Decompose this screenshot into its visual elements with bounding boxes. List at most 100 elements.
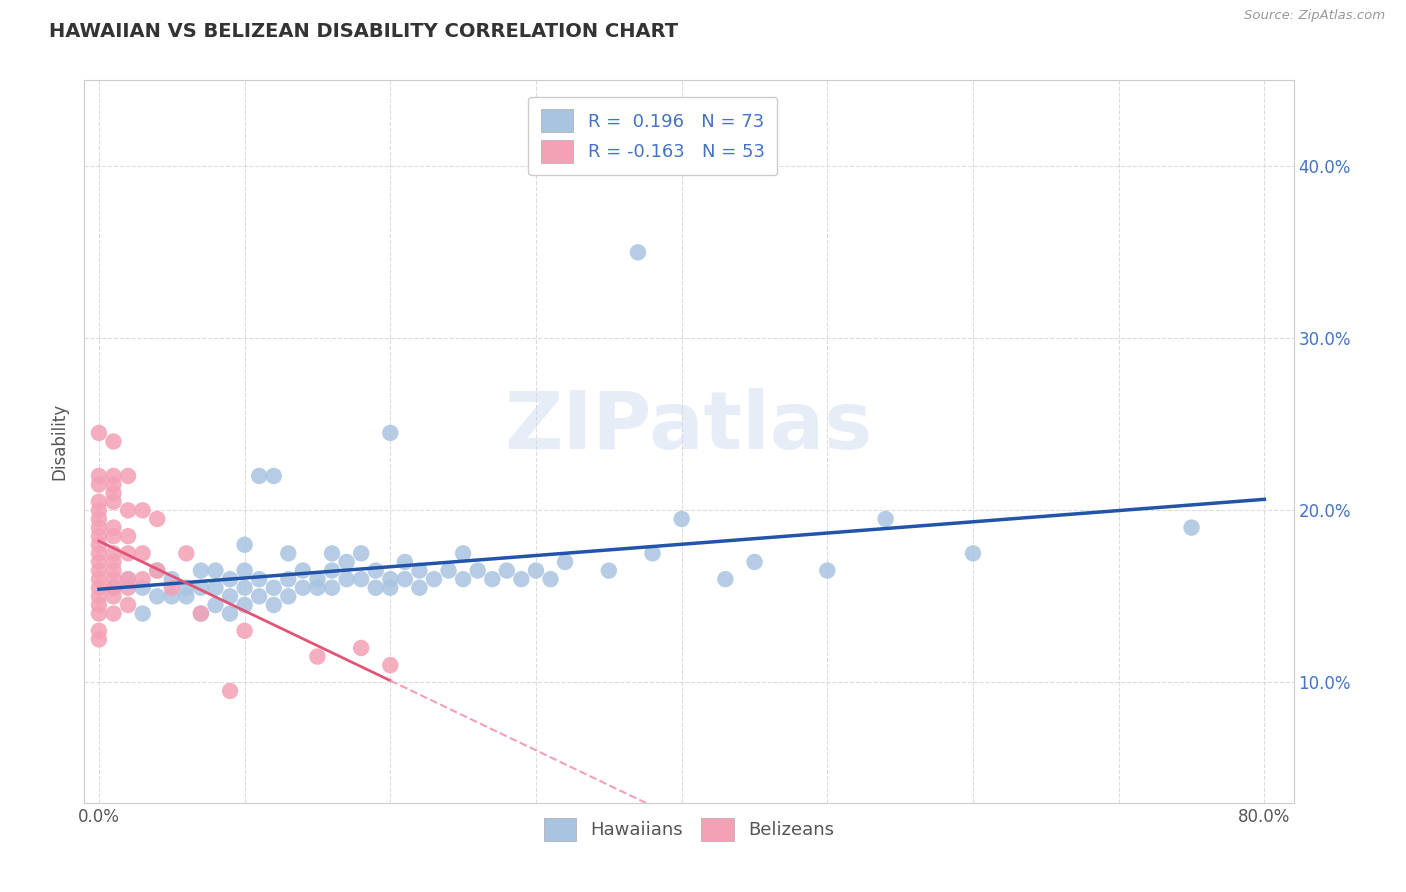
Point [146, 512, 169, 526]
Point [321, 546, 343, 560]
Point [277, 572, 299, 586]
Point [176, 546, 198, 560]
Text: ZIPatlas: ZIPatlas [505, 388, 873, 467]
Point [1180, 520, 1202, 534]
Point [87, 477, 110, 491]
Point [87, 425, 110, 440]
Point [87, 546, 110, 560]
Point [408, 581, 430, 595]
Point [131, 581, 153, 595]
Point [451, 572, 474, 586]
Point [103, 529, 125, 543]
Point [103, 520, 125, 534]
Point [336, 572, 359, 586]
Point [671, 512, 693, 526]
Point [247, 572, 270, 586]
Point [627, 245, 650, 260]
Point [160, 572, 183, 586]
Point [263, 469, 285, 483]
Point [233, 581, 256, 595]
Point [117, 572, 139, 586]
Point [103, 555, 125, 569]
Point [598, 564, 620, 578]
Point [394, 572, 416, 586]
Point [467, 564, 489, 578]
Point [190, 581, 212, 595]
Point [233, 538, 256, 552]
Point [117, 572, 139, 586]
Point [87, 564, 110, 578]
Text: HAWAIIAN VS BELIZEAN DISABILITY CORRELATION CHART: HAWAIIAN VS BELIZEAN DISABILITY CORRELAT… [49, 22, 678, 41]
Point [204, 581, 226, 595]
Point [380, 581, 402, 595]
Point [641, 546, 664, 560]
Point [291, 564, 314, 578]
Point [117, 469, 139, 483]
Point [103, 572, 125, 586]
Point [103, 494, 125, 508]
Point [336, 555, 359, 569]
Point [219, 607, 242, 621]
Legend: Hawaiians, Belizeans: Hawaiians, Belizeans [537, 810, 841, 848]
Point [437, 564, 460, 578]
Point [131, 546, 153, 560]
Point [962, 546, 984, 560]
Point [103, 564, 125, 578]
Point [176, 581, 198, 595]
Point [190, 564, 212, 578]
Point [219, 684, 242, 698]
Point [87, 520, 110, 534]
Point [263, 598, 285, 612]
Point [540, 572, 562, 586]
Point [117, 546, 139, 560]
Point [176, 590, 198, 604]
Point [87, 572, 110, 586]
Point [219, 572, 242, 586]
Point [87, 529, 110, 543]
Point [160, 590, 183, 604]
Point [350, 640, 373, 655]
Point [554, 555, 576, 569]
Point [321, 564, 343, 578]
Point [160, 581, 183, 595]
Point [87, 598, 110, 612]
Point [103, 486, 125, 500]
Point [87, 590, 110, 604]
Point [380, 572, 402, 586]
Point [190, 607, 212, 621]
Point [103, 581, 125, 595]
Point [307, 649, 329, 664]
Point [103, 469, 125, 483]
Point [350, 546, 373, 560]
Point [103, 546, 125, 560]
Point [277, 590, 299, 604]
Point [495, 564, 517, 578]
Point [190, 607, 212, 621]
Point [131, 503, 153, 517]
Point [247, 469, 270, 483]
Point [204, 598, 226, 612]
Point [87, 581, 110, 595]
Point [103, 477, 125, 491]
Point [307, 572, 329, 586]
Point [714, 572, 737, 586]
Y-axis label: Disability: Disability [51, 403, 69, 480]
Point [875, 512, 897, 526]
Point [131, 607, 153, 621]
Point [451, 546, 474, 560]
Point [510, 572, 533, 586]
Point [87, 607, 110, 621]
Point [233, 624, 256, 638]
Point [87, 512, 110, 526]
Point [277, 546, 299, 560]
Point [394, 555, 416, 569]
Point [307, 581, 329, 595]
Point [263, 581, 285, 595]
Point [87, 632, 110, 647]
Point [380, 658, 402, 673]
Point [117, 598, 139, 612]
Point [103, 434, 125, 449]
Point [481, 572, 503, 586]
Point [103, 590, 125, 604]
Point [87, 469, 110, 483]
